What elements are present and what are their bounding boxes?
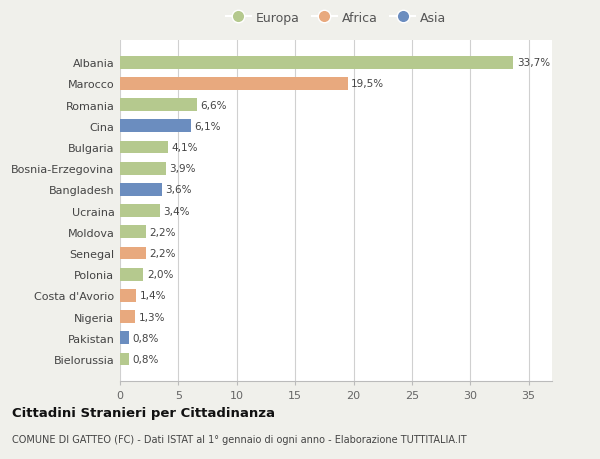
Text: 0,8%: 0,8% [133, 333, 159, 343]
Text: 6,6%: 6,6% [200, 101, 227, 110]
Bar [120, 184, 162, 196]
Bar [120, 78, 347, 90]
Text: 3,4%: 3,4% [163, 206, 190, 216]
Bar [120, 99, 197, 112]
Text: 3,9%: 3,9% [169, 164, 196, 174]
Text: 1,4%: 1,4% [140, 291, 166, 301]
Bar [120, 268, 143, 281]
Text: COMUNE DI GATTEO (FC) - Dati ISTAT al 1° gennaio di ogni anno - Elaborazione TUT: COMUNE DI GATTEO (FC) - Dati ISTAT al 1°… [12, 434, 467, 444]
Text: 19,5%: 19,5% [351, 79, 385, 89]
Bar [120, 289, 136, 302]
Text: 4,1%: 4,1% [172, 143, 198, 153]
Bar [120, 247, 146, 260]
Text: Cittadini Stranieri per Cittadinanza: Cittadini Stranieri per Cittadinanza [12, 406, 275, 419]
Text: 3,6%: 3,6% [166, 185, 192, 195]
Text: 2,2%: 2,2% [149, 248, 176, 258]
Bar [120, 353, 130, 365]
Text: 2,0%: 2,0% [147, 269, 173, 280]
Bar [120, 311, 135, 323]
Bar [120, 226, 146, 239]
Bar [120, 162, 166, 175]
Text: 0,8%: 0,8% [133, 354, 159, 364]
Bar [120, 205, 160, 218]
Bar [120, 332, 130, 344]
Bar [120, 120, 191, 133]
Bar [120, 57, 514, 69]
Text: 1,3%: 1,3% [139, 312, 165, 322]
Text: 6,1%: 6,1% [195, 122, 221, 132]
Text: 33,7%: 33,7% [517, 58, 550, 68]
Text: 2,2%: 2,2% [149, 227, 176, 237]
Bar [120, 141, 168, 154]
Legend: Europa, Africa, Asia: Europa, Africa, Asia [221, 7, 452, 30]
